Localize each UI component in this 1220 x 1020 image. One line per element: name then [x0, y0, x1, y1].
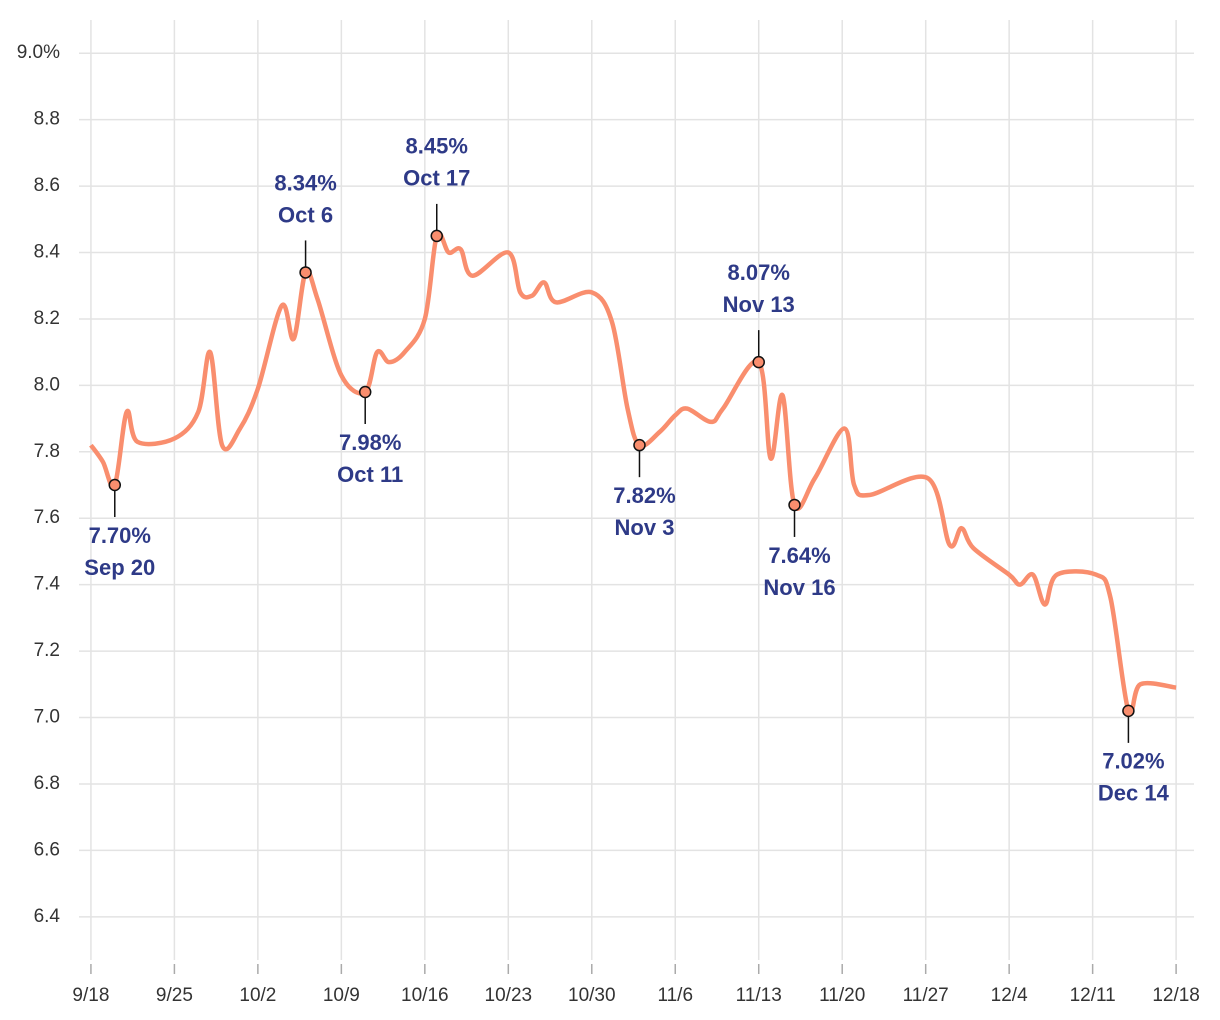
annotation-point [1122, 704, 1135, 718]
annotation-date: Dec 14 [1098, 781, 1170, 806]
x-tick-label: 10/23 [485, 985, 533, 1006]
annotation-date: Nov 3 [615, 515, 675, 540]
y-tick-label: 8.4 [34, 242, 61, 263]
annotation-value: 7.02% [1102, 749, 1164, 774]
x-tick-label: 10/16 [401, 985, 449, 1006]
annotation-point [358, 385, 372, 399]
x-tick-label: 12/11 [1070, 985, 1116, 1006]
x-tick-label: 11/27 [903, 985, 949, 1006]
y-tick-label: 7.2 [34, 640, 60, 661]
x-tick-label: 9/25 [156, 985, 193, 1006]
y-tick-label: 7.4 [34, 574, 61, 595]
line [89, 231, 1177, 717]
annotation-date: Nov 13 [723, 292, 795, 317]
y-tick-label: 8.8 [34, 109, 60, 130]
annotation-value: 7.64% [768, 543, 830, 568]
annotation-value: 8.07% [728, 260, 790, 285]
annotation-point [752, 355, 765, 369]
annotation-point [633, 438, 646, 452]
x-tick-label: 10/2 [239, 985, 276, 1006]
y-tick-label: 6.4 [34, 906, 61, 927]
y-tick-label: 7.6 [34, 507, 60, 528]
annotation-value: 7.98% [339, 430, 401, 455]
annotation-value: 7.82% [613, 483, 675, 508]
x-tick-label: 10/9 [323, 985, 360, 1006]
x-tick-label: 12/4 [991, 985, 1028, 1006]
annotation-date: Oct 6 [278, 202, 333, 227]
annotation-date: Oct 17 [403, 166, 470, 191]
annotation-point [299, 266, 312, 279]
y-tick-label: 9.0% [17, 42, 60, 63]
y-tick-label: 6.6 [34, 839, 60, 860]
annotation-point [108, 478, 122, 492]
x-tick-label: 10/30 [568, 985, 616, 1006]
y-tick-label: 6.8 [34, 773, 60, 794]
annotation-value: 8.34% [274, 170, 336, 195]
y-tick-label: 7.8 [34, 441, 60, 462]
y-tick-label: 7.0 [34, 707, 60, 728]
x-tick-label: 9/18 [72, 985, 109, 1006]
y-tick-label: 8.2 [34, 308, 60, 329]
annotation-date: Nov 16 [763, 575, 835, 600]
annotation-point [788, 498, 801, 512]
annotation-value: 7.70% [89, 523, 151, 548]
annotation-date: Sep 20 [84, 555, 155, 580]
x-tick-label: 11/20 [819, 985, 865, 1006]
x-tick-label: 11/13 [736, 985, 782, 1006]
y-tick-label: 8.0 [34, 374, 60, 395]
y-tick-label: 8.6 [34, 175, 60, 196]
x-tick-label: 11/6 [657, 985, 693, 1006]
annotation-point [430, 229, 444, 243]
annotation-date: Oct 11 [337, 462, 403, 487]
x-tick-label: 12/18 [1152, 985, 1200, 1006]
annotation-value: 8.45% [406, 134, 468, 159]
